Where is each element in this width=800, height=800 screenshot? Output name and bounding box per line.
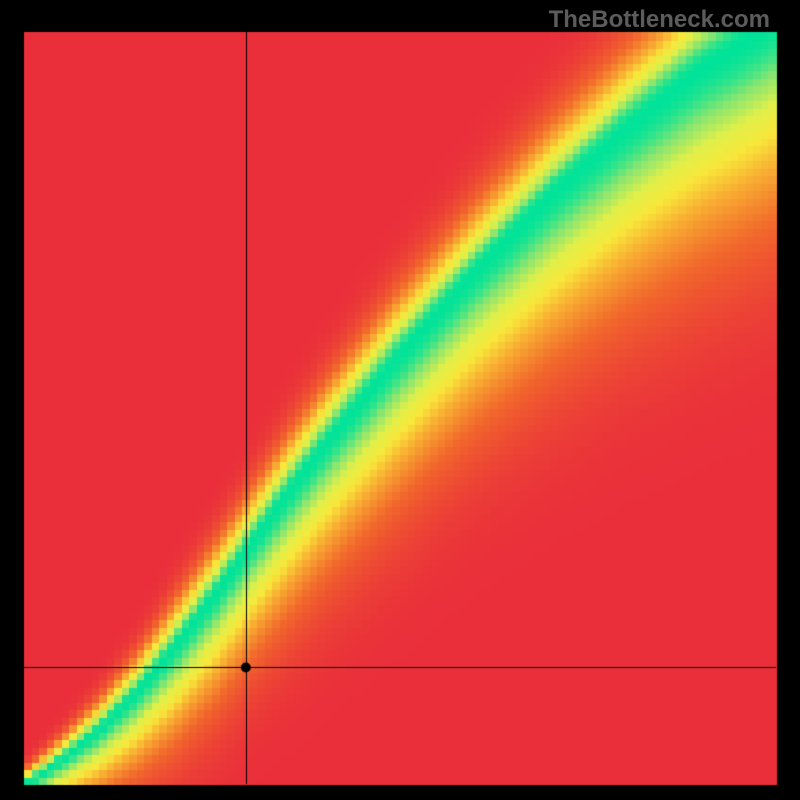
chart-container: TheBottleneck.com bbox=[0, 0, 800, 800]
bottleneck-heatmap bbox=[0, 0, 800, 800]
